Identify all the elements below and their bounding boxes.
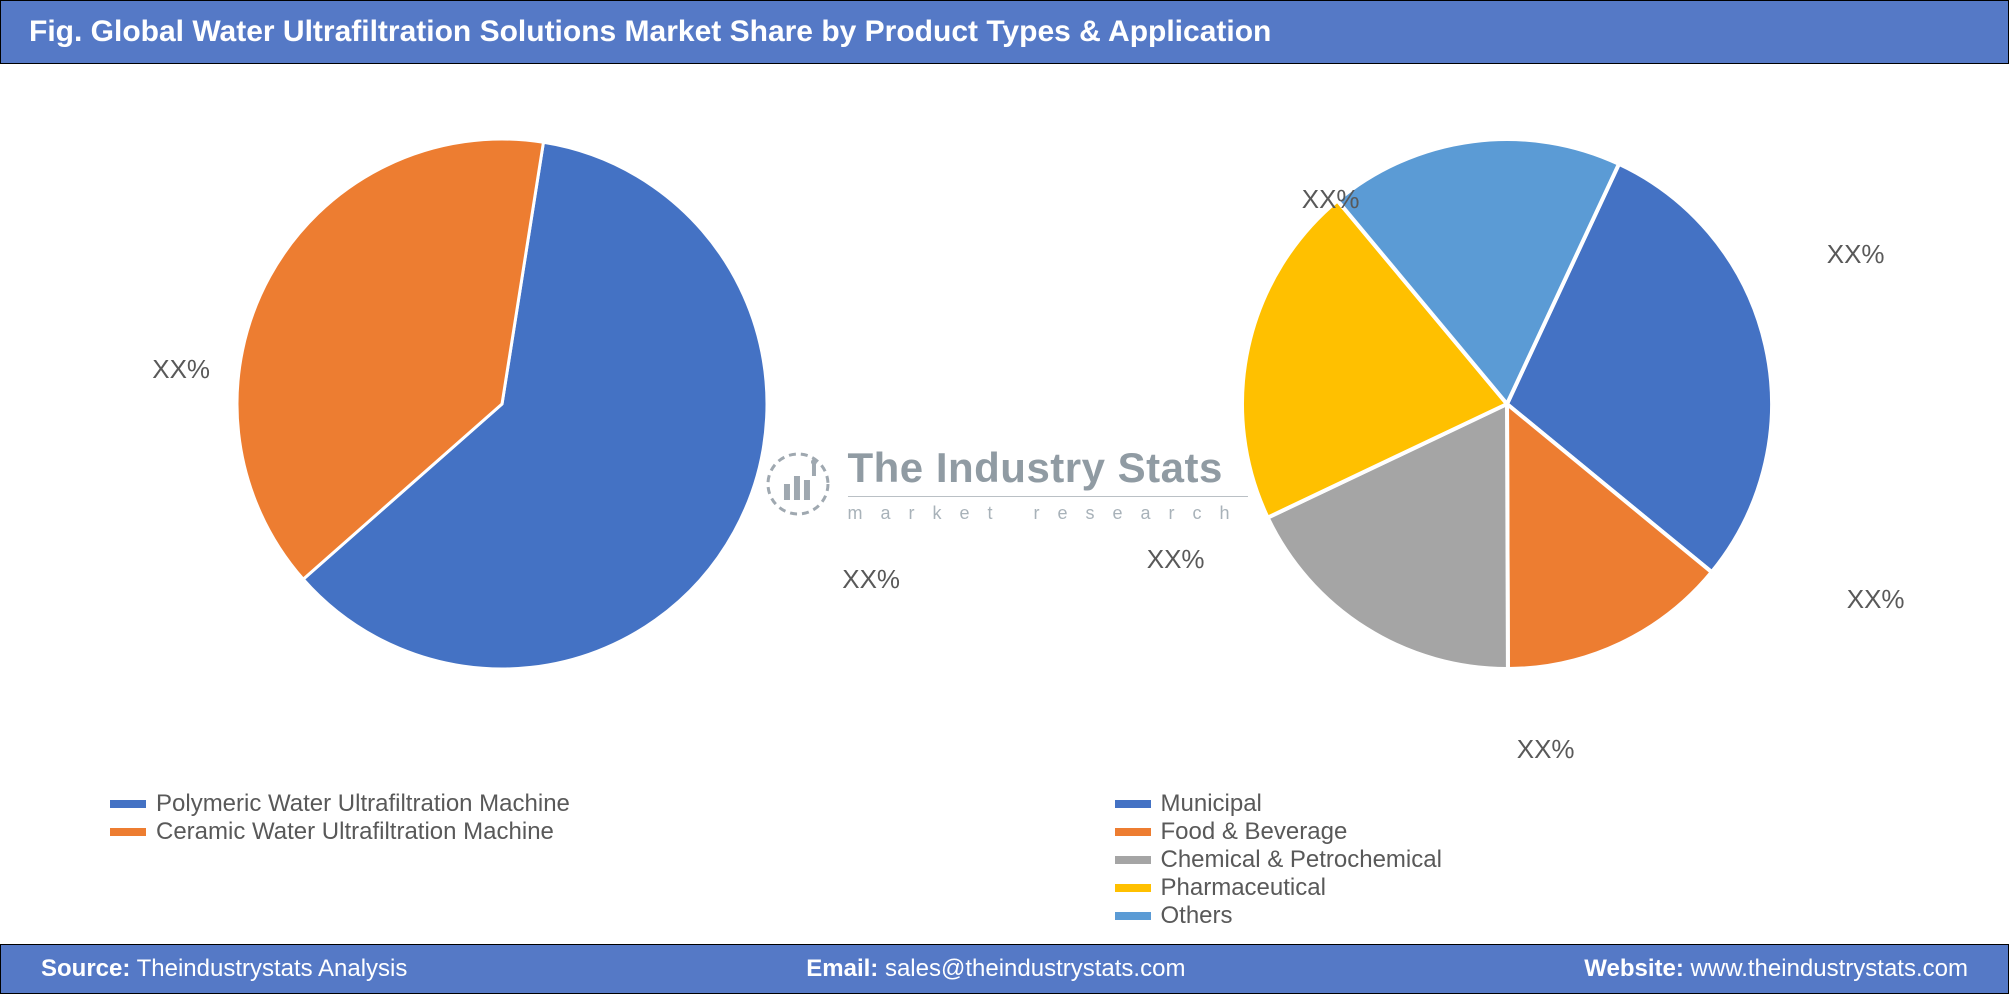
legend-item: Pharmaceutical <box>1115 874 1545 902</box>
legend-swatch <box>1115 800 1151 808</box>
footer-website-value: www.theindustrystats.com <box>1691 955 1968 982</box>
legend-swatch <box>1115 912 1151 920</box>
legend-text: Ceramic Water Ultrafiltration Machine <box>156 818 554 846</box>
legend-text: Pharmaceutical <box>1161 874 1326 902</box>
footer-website-label: Website: <box>1584 955 1684 982</box>
legend-swatch <box>1115 828 1151 836</box>
legend-item: Ceramic Water Ultrafiltration Machine <box>110 818 554 846</box>
footer-bar: Source: Theindustrystats Analysis Email:… <box>0 944 2009 994</box>
footer-source: Source: Theindustrystats Analysis <box>41 955 407 983</box>
legend-item: Municipal <box>1115 790 1545 818</box>
footer-source-value: Theindustrystats Analysis <box>137 955 408 982</box>
legend-item: Others <box>1115 902 1545 930</box>
left-chart-panel: XX% XX% <box>0 64 1005 844</box>
legend-swatch <box>110 800 146 808</box>
chart-title-bar: Fig. Global Water Ultrafiltration Soluti… <box>0 0 2009 64</box>
legend-row: Polymeric Water Ultrafiltration MachineC… <box>0 784 2009 936</box>
footer-email: Email: sales@theindustrystats.com <box>806 955 1185 983</box>
legend-text: Chemical & Petrochemical <box>1161 846 1442 874</box>
footer-website: Website: www.theindustrystats.com <box>1584 955 1968 983</box>
pie-slice-label: XX% <box>152 354 210 385</box>
left-chart-legend: Polymeric Water Ultrafiltration MachineC… <box>0 784 1005 852</box>
legend-text: Polymeric Water Ultrafiltration Machine <box>156 790 570 818</box>
legend-swatch <box>1115 884 1151 892</box>
left-pie-chart <box>222 124 782 684</box>
pie-slice-label: XX% <box>1827 239 1885 270</box>
right-pie-wrap: XX%XX%XX%XX%XX% <box>1227 124 1787 684</box>
left-pie-wrap: XX%XX% <box>222 124 782 684</box>
legend-swatch <box>110 828 146 836</box>
right-chart-legend: MunicipalFood & BeverageChemical & Petro… <box>1005 784 2009 936</box>
footer-source-label: Source: <box>41 955 130 982</box>
charts-area: XX%XX% XX%XX%XX%XX%XX% The Industry Stat… <box>0 64 2009 844</box>
chart-title: Fig. Global Water Ultrafiltration Soluti… <box>29 15 1271 48</box>
legend-item: Chemical & Petrochemical <box>1115 846 1545 874</box>
pie-slice-label: XX% <box>1517 734 1575 765</box>
legend-item: Polymeric Water Ultrafiltration Machine <box>110 790 570 818</box>
legend-text: Food & Beverage <box>1161 818 1348 846</box>
legend-text: Municipal <box>1161 790 1262 818</box>
footer-email-label: Email: <box>806 955 878 982</box>
right-chart-panel: XX% XX% XX% XX% XX% <box>1005 64 2009 844</box>
legend-item: Food & Beverage <box>1115 818 1545 846</box>
legend-swatch <box>1115 856 1151 864</box>
pie-slice-label: XX% <box>1147 544 1205 575</box>
pie-slice-label: XX% <box>1847 584 1905 615</box>
footer-email-value: sales@theindustrystats.com <box>885 955 1185 982</box>
legend-text: Others <box>1161 902 1233 930</box>
pie-slice-label: XX% <box>842 564 900 595</box>
pie-slice-label: XX% <box>1302 184 1360 215</box>
